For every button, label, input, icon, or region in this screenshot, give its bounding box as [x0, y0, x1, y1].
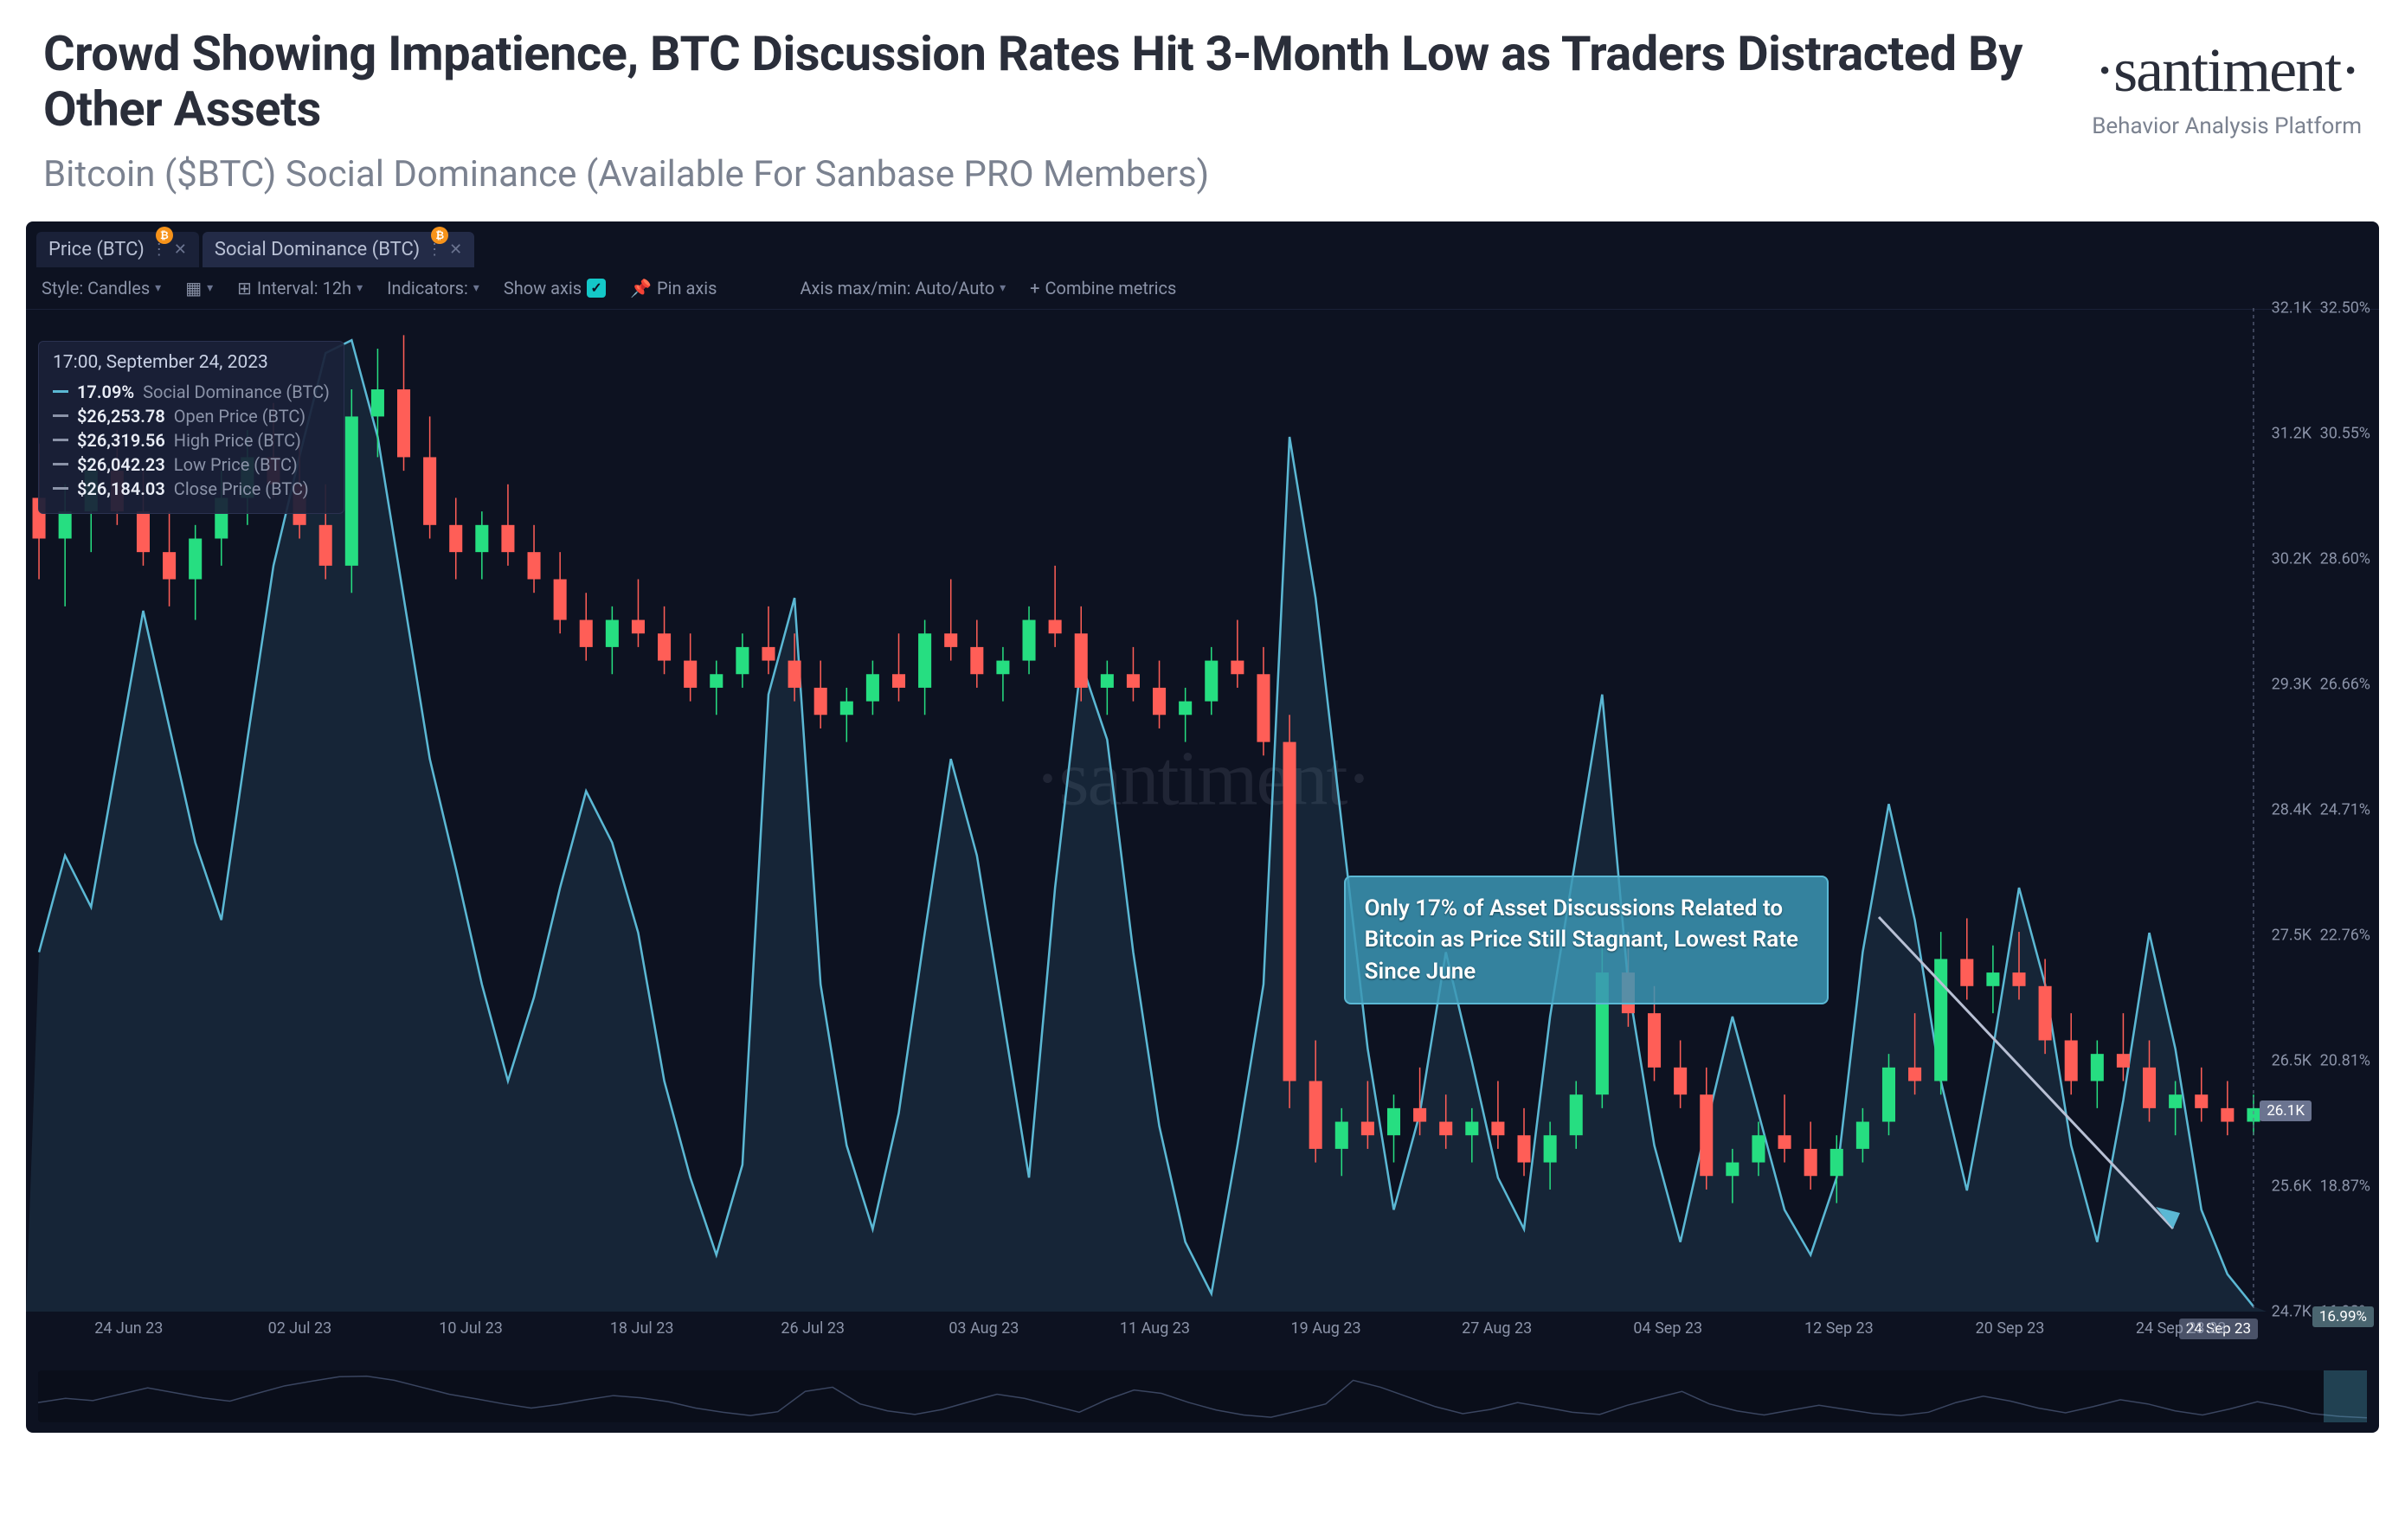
- pin-axis-button[interactable]: 📌 Pin axis: [630, 278, 717, 298]
- minimap[interactable]: [38, 1370, 2367, 1422]
- tab-label: Price (BTC): [48, 239, 145, 260]
- header: Crowd Showing Impatience, BTC Discussion…: [0, 0, 2405, 213]
- y-tick-dom: 32.50%: [2320, 298, 2370, 317]
- y-tick-dom: 28.60%: [2320, 549, 2370, 568]
- chart-container: Price (BTC) ⋮ ✕ ₿ Social Dominance (BTC)…: [26, 221, 2379, 1433]
- tooltip-row: $26,319.56 High Price (BTC): [53, 430, 330, 451]
- current-dom-badge: 16.99%: [2312, 1306, 2374, 1327]
- tab-price-btc[interactable]: Price (BTC) ⋮ ✕ ₿: [36, 232, 199, 267]
- current-price-badge: 26.1K: [2260, 1100, 2312, 1121]
- combine-metrics-button[interactable]: + Combine metrics: [1030, 278, 1176, 298]
- y-tick-price: 29.3K: [2272, 675, 2312, 693]
- x-tick: 03 Aug 23: [898, 1319, 1070, 1338]
- grid-toggle-icon[interactable]: ▦ ▾: [185, 278, 213, 298]
- header-left: Crowd Showing Impatience, BTC Discussion…: [43, 26, 2040, 196]
- btc-badge-icon: ₿: [156, 227, 173, 244]
- y-tick-price: 27.5K: [2272, 926, 2312, 944]
- close-icon[interactable]: ✕: [449, 241, 462, 259]
- tooltip-row: $26,253.78 Open Price (BTC): [53, 406, 330, 427]
- y-tick-dom: 26.66%: [2320, 675, 2370, 693]
- tooltip-date: 17:00, September 24, 2023: [53, 352, 330, 373]
- arrow-indicator: [1862, 900, 2208, 1263]
- logo: ·santiment·: [2092, 35, 2362, 106]
- y-tick-price: 32.1K: [2272, 298, 2312, 317]
- x-tick: 02 Jul 23: [215, 1319, 386, 1338]
- x-tick: 18 Jul 23: [556, 1319, 728, 1338]
- page-subtitle: Bitcoin ($BTC) Social Dominance (Availab…: [43, 153, 2040, 196]
- tab-social-dominance[interactable]: Social Dominance (BTC) ⋮ ✕ ₿: [203, 232, 474, 267]
- tooltip-row: $26,042.23 Low Price (BTC): [53, 454, 330, 475]
- tooltip-row: $26,184.03 Close Price (BTC): [53, 478, 330, 499]
- close-icon[interactable]: ✕: [174, 241, 187, 259]
- axis-maxmin-selector[interactable]: Axis max/min: Auto/Auto ▾: [800, 278, 1006, 298]
- style-selector[interactable]: Style: Candles ▾: [42, 278, 161, 298]
- btc-badge-icon: ₿: [431, 227, 448, 244]
- y-tick-price: 25.6K: [2272, 1177, 2312, 1195]
- x-tick: 12 Sep 23: [1753, 1319, 1925, 1338]
- checkbox-icon[interactable]: ✓: [587, 279, 606, 298]
- logo-tagline: Behavior Analysis Platform: [2092, 113, 2362, 139]
- x-tick: 26 Jul 23: [727, 1319, 898, 1338]
- y-tick-dom: 18.87%: [2320, 1177, 2370, 1195]
- y-tick-dom: 20.81%: [2320, 1051, 2370, 1069]
- tab-label: Social Dominance (BTC): [215, 239, 420, 260]
- annotation-callout: Only 17% of Asset Discussions Related to…: [1344, 876, 1829, 1004]
- x-tick: 20 Sep 23: [1925, 1319, 2096, 1338]
- x-tick: 04 Sep 23: [1582, 1319, 1753, 1338]
- x-tick: 10 Jul 23: [385, 1319, 556, 1338]
- toolbar: Style: Candles ▾ ▦ ▾ ⊞ Interval: 12h ▾ I…: [26, 267, 2379, 310]
- x-tick: 19 Aug 23: [1240, 1319, 1411, 1338]
- y-tick-price: 24.7K: [2272, 1302, 2312, 1320]
- tooltip-row: 17.09% Social Dominance (BTC): [53, 382, 330, 402]
- x-axis: 24 Jun 2302 Jul 2310 Jul 2318 Jul 2326 J…: [43, 1319, 2267, 1338]
- hover-tooltip: 17:00, September 24, 2023 17.09% Social …: [38, 341, 344, 514]
- y-tick-price: 31.2K: [2272, 424, 2312, 442]
- y-axis-price: 32.1K31.2K30.2K29.3K28.4K27.5K26.5K25.6K…: [2265, 308, 2317, 1312]
- logo-block: ·santiment· Behavior Analysis Platform: [2092, 35, 2362, 139]
- y-tick-dom: 30.55%: [2320, 424, 2370, 442]
- page-title: Crowd Showing Impatience, BTC Discussion…: [43, 26, 2040, 138]
- tabs: Price (BTC) ⋮ ✕ ₿ Social Dominance (BTC)…: [26, 221, 2379, 267]
- y-tick-price: 26.5K: [2272, 1051, 2312, 1069]
- x-tick: 11 Aug 23: [1070, 1319, 1241, 1338]
- x-tick: 27 Aug 23: [1411, 1319, 1583, 1338]
- indicators-selector[interactable]: Indicators: ▾: [387, 278, 479, 298]
- y-tick-price: 30.2K: [2272, 549, 2312, 568]
- y-tick-price: 28.4K: [2272, 800, 2312, 818]
- x-tick: 24 Jun 23: [43, 1319, 215, 1338]
- y-axis-dominance: 32.50%30.55%28.60%26.66%24.71%22.76%20.8…: [2317, 308, 2376, 1312]
- x-tick: 24 Sep 23 23: [2095, 1319, 2267, 1338]
- show-axis-toggle[interactable]: Show axis ✓: [504, 278, 606, 298]
- interval-selector[interactable]: ⊞ Interval: 12h ▾: [237, 278, 363, 298]
- y-tick-dom: 24.71%: [2320, 800, 2370, 818]
- y-tick-dom: 22.76%: [2320, 926, 2370, 944]
